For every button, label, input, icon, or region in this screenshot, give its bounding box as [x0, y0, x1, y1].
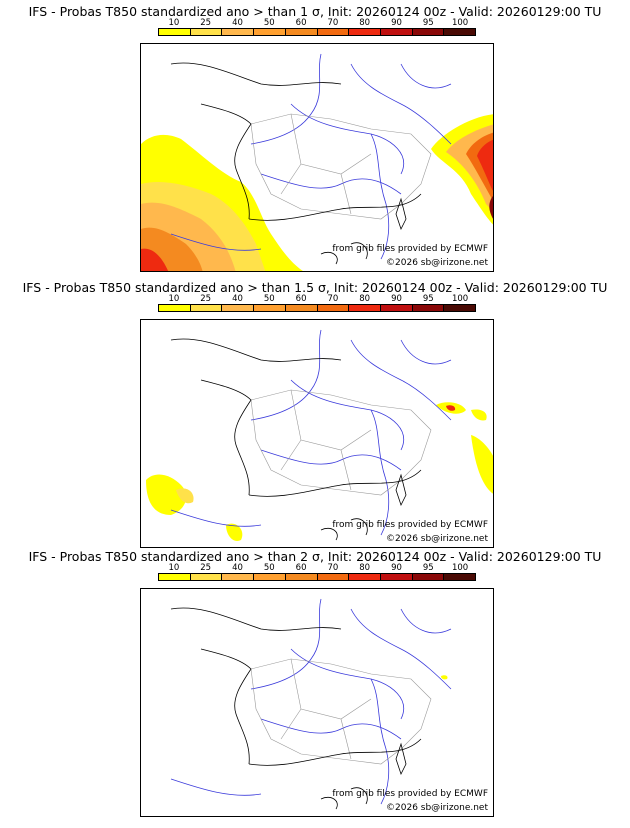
- scale-labels: 10 25 40 50 60 70 80 90 95 100: [158, 563, 476, 573]
- scale-swatch: [412, 305, 445, 311]
- scale-swatch: [222, 574, 255, 580]
- scale-tick-label: 100: [451, 563, 469, 573]
- scale-swatch: [190, 305, 223, 311]
- scale-tick-label: 70: [327, 563, 339, 573]
- scale-tick-label: 50: [263, 294, 275, 304]
- scale-tick-label: 100: [451, 294, 469, 304]
- map-title: IFS - Probas T850 standardized ano > tha…: [28, 4, 602, 19]
- scale-swatch: [222, 29, 255, 35]
- panel-2: IFS - Probas T850 standardized ano > tha…: [0, 280, 630, 550]
- scale-swatch: [317, 305, 350, 311]
- scale-tick-label: 95: [422, 18, 434, 28]
- credit-source: from grib files provided by ECMWF: [332, 244, 488, 254]
- scale-swatch: [254, 29, 286, 35]
- map-title: IFS - Probas T850 standardized ano > tha…: [22, 280, 608, 295]
- scale-swatch: [159, 574, 191, 580]
- scale-swatch: [380, 574, 413, 580]
- color-scale: [158, 304, 476, 312]
- credit-copyright: ©2026 sb@irizone.net: [386, 534, 488, 544]
- credit-source: from grib files provided by ECMWF: [332, 789, 488, 799]
- scale-tick-label: 60: [295, 563, 307, 573]
- scale-tick-label: 95: [422, 294, 434, 304]
- scale-tick-label: 90: [391, 563, 402, 573]
- scale-tick-label: 25: [200, 294, 212, 304]
- scale-swatch: [349, 574, 381, 580]
- scale-swatch: [317, 574, 350, 580]
- scale-swatch: [254, 574, 286, 580]
- map-title: IFS - Probas T850 standardized ano > tha…: [28, 549, 602, 564]
- borders: [250, 658, 432, 765]
- scale-swatch: [380, 305, 413, 311]
- scale-swatch: [412, 29, 445, 35]
- credit-copyright: ©2026 sb@irizone.net: [386, 803, 488, 813]
- borders: [250, 389, 432, 496]
- scale-tick-label: 40: [232, 18, 243, 28]
- scale-tick-label: 70: [327, 294, 339, 304]
- panel-1: IFS - Probas T850 standardized ano > tha…: [0, 4, 630, 274]
- probability-map: from grib files provided by ECMWF ©2026 …: [140, 43, 494, 272]
- scale-swatch: [444, 574, 476, 580]
- scale-tick-label: 10: [168, 18, 180, 28]
- scale-tick-label: 50: [263, 18, 275, 28]
- scale-swatch: [285, 574, 318, 580]
- scale-tick-label: 40: [232, 563, 243, 573]
- rivers: [170, 53, 452, 260]
- color-scale: [158, 28, 476, 36]
- rivers: [170, 329, 452, 536]
- scale-swatch: [254, 305, 286, 311]
- scale-tick-label: 10: [168, 294, 180, 304]
- scale-tick-label: 25: [200, 563, 212, 573]
- panel-3: IFS - Probas T850 standardized ano > tha…: [0, 549, 630, 819]
- scale-swatch: [380, 29, 413, 35]
- scale-swatch: [159, 29, 191, 35]
- coastlines: [170, 607, 422, 810]
- scale-swatch: [285, 305, 318, 311]
- scale-tick-label: 50: [263, 563, 275, 573]
- scale-swatch: [349, 29, 381, 35]
- coastlines: [170, 62, 422, 265]
- scale-tick-label: 100: [451, 18, 469, 28]
- scale-tick-label: 80: [359, 294, 371, 304]
- probability-shading: [141, 114, 493, 271]
- scale-tick-label: 60: [295, 294, 307, 304]
- scale-labels: 10 25 40 50 60 70 80 90 95 100: [158, 18, 476, 28]
- scale-swatch: [349, 305, 381, 311]
- color-scale: [158, 573, 476, 581]
- scale-tick-label: 25: [200, 18, 212, 28]
- scale-tick-label: 80: [359, 18, 371, 28]
- probability-map: from grib files provided by ECMWF ©2026 …: [140, 319, 494, 548]
- scale-swatch: [222, 305, 255, 311]
- credit-copyright: ©2026 sb@irizone.net: [386, 258, 488, 268]
- rivers: [170, 598, 452, 805]
- probability-shading: [441, 675, 448, 680]
- borders: [250, 113, 432, 220]
- scale-swatch: [190, 29, 223, 35]
- scale-swatch: [444, 29, 476, 35]
- scale-tick-label: 10: [168, 563, 180, 573]
- scale-tick-label: 90: [391, 18, 402, 28]
- scale-labels: 10 25 40 50 60 70 80 90 95 100: [158, 294, 476, 304]
- coastlines: [170, 338, 422, 541]
- scale-tick-label: 60: [295, 18, 307, 28]
- scale-tick-label: 70: [327, 18, 339, 28]
- probability-shading: [146, 402, 493, 541]
- scale-swatch: [190, 574, 223, 580]
- scale-swatch: [444, 305, 476, 311]
- scale-swatch: [159, 305, 191, 311]
- probability-map: from grib files provided by ECMWF ©2026 …: [140, 588, 494, 817]
- scale-swatch: [317, 29, 350, 35]
- scale-tick-label: 80: [359, 563, 371, 573]
- scale-swatch: [412, 574, 445, 580]
- scale-tick-label: 90: [391, 294, 402, 304]
- scale-swatch: [285, 29, 318, 35]
- scale-tick-label: 95: [422, 563, 434, 573]
- scale-tick-label: 40: [232, 294, 243, 304]
- credit-source: from grib files provided by ECMWF: [332, 520, 488, 530]
